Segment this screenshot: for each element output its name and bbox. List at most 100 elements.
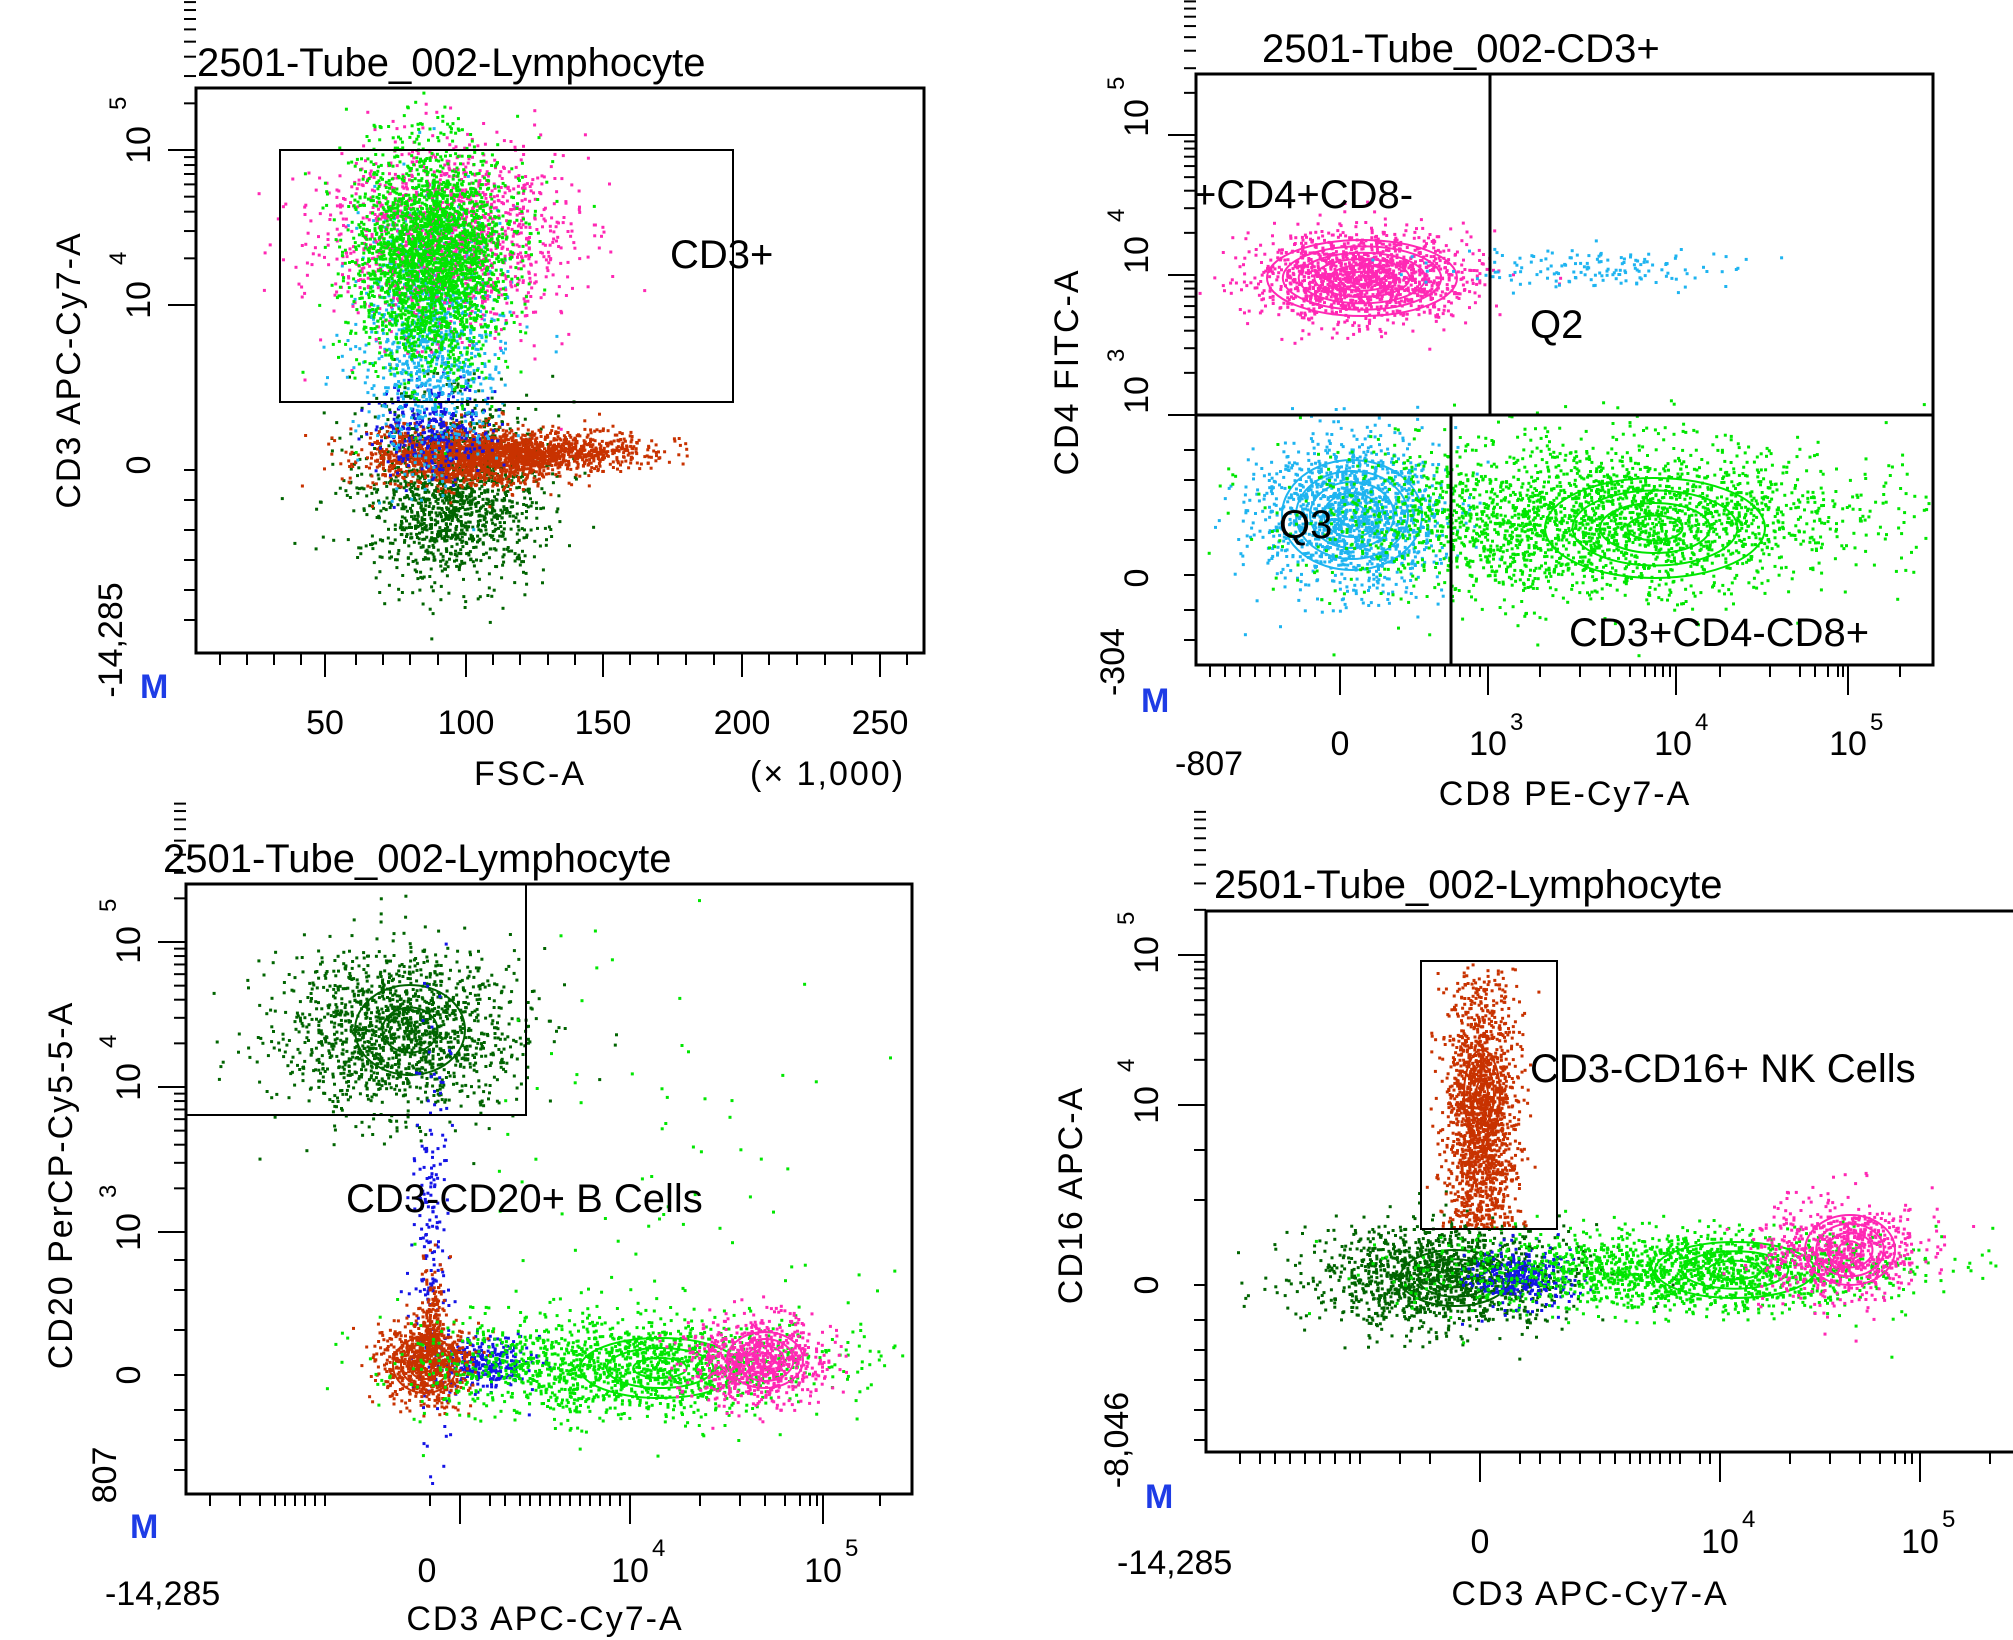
event-dot bbox=[475, 348, 478, 351]
event-dot bbox=[429, 439, 432, 442]
event-dot bbox=[462, 595, 465, 598]
event-dot bbox=[385, 448, 388, 451]
event-dot bbox=[413, 541, 416, 544]
event-dot bbox=[389, 411, 392, 414]
event-dot bbox=[408, 526, 411, 529]
event-dot bbox=[455, 444, 458, 447]
event-dot bbox=[349, 348, 352, 351]
event-dot bbox=[421, 516, 424, 519]
event-dot bbox=[410, 552, 413, 555]
event-dot bbox=[393, 374, 396, 377]
event-dot bbox=[427, 389, 430, 392]
event-dot bbox=[453, 560, 456, 563]
event-dot bbox=[568, 464, 571, 467]
event-dot bbox=[419, 481, 422, 484]
event-dot bbox=[370, 432, 373, 435]
event-dot bbox=[652, 450, 655, 453]
event-dot bbox=[386, 390, 389, 393]
event-dot bbox=[526, 534, 529, 537]
event-dot bbox=[450, 473, 453, 476]
event-dot bbox=[623, 438, 626, 441]
event-dot bbox=[589, 438, 592, 441]
event-dot bbox=[621, 432, 624, 435]
event-dot bbox=[386, 453, 389, 456]
event-dot bbox=[304, 434, 307, 437]
event-dot bbox=[431, 470, 434, 473]
event-dot bbox=[381, 426, 384, 429]
event-dot bbox=[477, 520, 480, 523]
event-dot bbox=[538, 471, 541, 474]
event-dot bbox=[501, 564, 504, 567]
event-dot bbox=[483, 352, 486, 355]
event-dot bbox=[638, 439, 641, 442]
event-dot bbox=[431, 451, 434, 454]
event-dot bbox=[379, 555, 382, 558]
event-dot bbox=[354, 412, 357, 415]
event-dot bbox=[430, 525, 433, 528]
event-dot bbox=[395, 487, 398, 490]
event-dot bbox=[397, 474, 400, 477]
event-dot bbox=[429, 608, 432, 611]
event-dot bbox=[461, 436, 464, 439]
event-dot bbox=[404, 440, 407, 443]
event-dot bbox=[461, 562, 464, 565]
event-dot bbox=[432, 444, 435, 447]
event-dot bbox=[379, 442, 382, 445]
event-dot bbox=[397, 484, 400, 487]
event-dot bbox=[495, 429, 498, 432]
event-dot bbox=[449, 529, 452, 532]
event-dot bbox=[463, 374, 466, 377]
event-dot bbox=[472, 430, 475, 433]
event-dot bbox=[357, 424, 360, 427]
event-dot bbox=[281, 497, 284, 500]
event-dot bbox=[365, 465, 368, 468]
event-dot bbox=[462, 481, 465, 484]
event-dot bbox=[373, 561, 376, 564]
event-dot bbox=[373, 447, 376, 450]
event-dot bbox=[448, 558, 451, 561]
event-dot bbox=[543, 491, 546, 494]
event-dot bbox=[647, 462, 650, 465]
event-dot bbox=[394, 528, 397, 531]
event-dot bbox=[451, 517, 454, 520]
event-dot bbox=[371, 535, 374, 538]
event-dot bbox=[539, 507, 542, 510]
event-dot bbox=[418, 537, 421, 540]
event-dot bbox=[488, 586, 491, 589]
event-dot bbox=[415, 493, 418, 496]
event-dot bbox=[392, 473, 395, 476]
event-dot bbox=[587, 463, 590, 466]
event-dot bbox=[482, 498, 485, 501]
event-dot bbox=[425, 370, 428, 373]
event-dot bbox=[457, 383, 460, 386]
event-dot bbox=[466, 485, 469, 488]
event-dot bbox=[345, 451, 348, 454]
event-dot bbox=[526, 476, 529, 479]
event-dot bbox=[630, 438, 633, 441]
event-dot bbox=[421, 467, 424, 470]
event-dot bbox=[409, 422, 412, 425]
event-dot bbox=[394, 483, 397, 486]
event-dot bbox=[428, 505, 431, 508]
event-dot bbox=[522, 503, 525, 506]
event-dot bbox=[511, 500, 514, 503]
event-dot bbox=[517, 479, 520, 482]
event-dot bbox=[503, 445, 506, 448]
event-dot bbox=[323, 411, 326, 414]
event-dot bbox=[387, 537, 390, 540]
event-dot bbox=[410, 407, 413, 410]
event-dot bbox=[369, 486, 372, 489]
event-dot bbox=[570, 454, 573, 457]
event-dot bbox=[418, 375, 421, 378]
event-dot bbox=[511, 505, 514, 508]
event-dot bbox=[382, 467, 385, 470]
event-dot bbox=[560, 439, 563, 442]
event-dot bbox=[628, 452, 631, 455]
event-dot bbox=[423, 528, 426, 531]
event-dot bbox=[429, 539, 432, 542]
event-dot bbox=[540, 445, 543, 448]
event-dot bbox=[378, 502, 381, 505]
event-dot bbox=[401, 372, 404, 375]
event-dot bbox=[462, 532, 465, 535]
event-dot bbox=[389, 482, 392, 485]
